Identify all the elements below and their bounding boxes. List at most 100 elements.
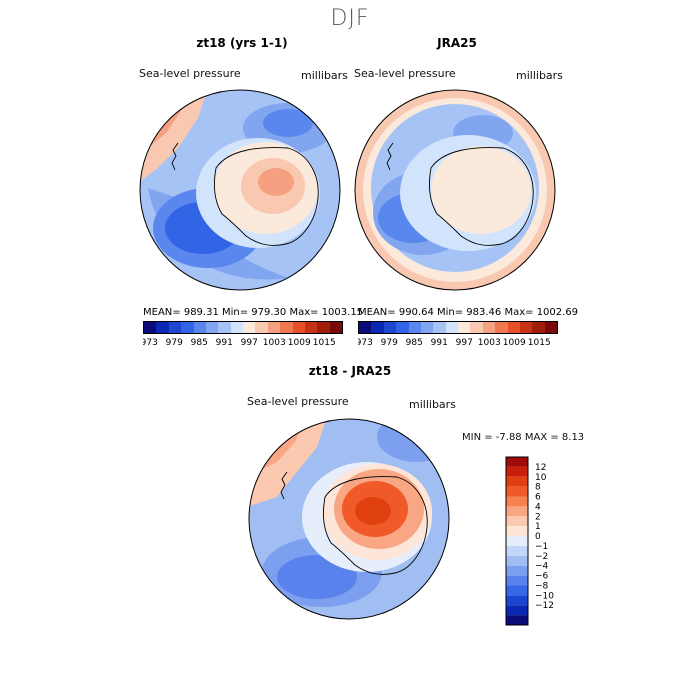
coastline-antarctica xyxy=(322,476,428,575)
colorbar-swatch xyxy=(506,536,528,546)
colorbar-swatch xyxy=(317,322,330,333)
colorbar-tick-label: 985 xyxy=(191,338,208,348)
colorbar-tick-label: −4 xyxy=(535,562,549,572)
map-model-slp xyxy=(139,89,341,291)
colorbar-swatch xyxy=(420,322,434,333)
colorbar-swatch xyxy=(383,322,397,333)
colorbar-swatch xyxy=(506,615,528,625)
colorbar-tick-label: 10 xyxy=(535,473,547,483)
panel-title-reanalysis: JRA25 xyxy=(437,36,477,50)
colorbar-tick-label: 2 xyxy=(535,512,541,522)
colorbar-swatch xyxy=(506,595,528,606)
colorbar-tick-label: −1 xyxy=(535,542,548,552)
colorbar-tick-labels: 973 979 985 991 997 1003 1009 1015 xyxy=(358,338,551,348)
colorbar-swatch xyxy=(506,466,528,477)
colorbar-swatch xyxy=(470,322,483,333)
colorbar-swatch xyxy=(506,575,528,586)
panel-title-difference: zt18 - JRA25 xyxy=(308,364,392,378)
colorbar-swatch xyxy=(408,322,421,333)
colorbar-tick-label: 1 xyxy=(535,522,541,532)
colorbar-tick-label: 1003 xyxy=(263,338,286,348)
colorbar-swatch xyxy=(230,322,243,333)
stats-model: MEAN= 989.31 Min= 979.30 Max= 1003.15 xyxy=(143,307,364,318)
map-border xyxy=(139,89,341,291)
colorbar-swatch xyxy=(458,322,471,333)
colorbar-swatch xyxy=(506,516,528,527)
map-fill-high-outer xyxy=(431,146,531,234)
colorbar-tick-label: −10 xyxy=(535,591,554,601)
colorbar-tick-label: 12 xyxy=(535,463,546,473)
colorbar-swatch xyxy=(359,322,372,333)
colorbar-swatch xyxy=(304,322,318,333)
map-reanalysis-slp xyxy=(354,89,556,291)
colorbar-swatch xyxy=(156,322,169,333)
colorbar-swatch xyxy=(544,322,557,333)
colorbar-swatch xyxy=(506,506,528,517)
map-fill-low-sw-core xyxy=(277,555,357,599)
colorbar-swatch xyxy=(506,605,528,616)
panel-field-label-model: Sea-level pressure xyxy=(139,67,241,80)
colorbar-tick-label: 8 xyxy=(535,483,541,493)
colorbar-swatch xyxy=(255,322,268,333)
colorbar-tick-label: 6 xyxy=(535,493,541,503)
coastline-antarctica xyxy=(213,147,319,246)
map-border xyxy=(248,418,450,620)
colorbar-swatch xyxy=(371,322,384,333)
colorbar-tick-label: 991 xyxy=(431,338,448,348)
colorbar-swatch xyxy=(433,322,446,333)
colorbar-tick-label: 1015 xyxy=(313,338,336,348)
colorbar-tick-label: 0 xyxy=(535,532,541,542)
panel-units-reanalysis: millibars xyxy=(516,69,563,82)
season-title: DJF xyxy=(330,6,370,31)
colorbar-swatch xyxy=(506,496,528,507)
colorbar-swatch xyxy=(280,322,293,333)
colorbar-tick-label: 973 xyxy=(358,338,373,348)
panel-field-label-difference: Sea-level pressure xyxy=(247,395,349,408)
colorbar-swatch xyxy=(267,322,281,333)
colorbar-tick-labels: 973 979 985 991 997 1003 1009 1015 xyxy=(143,338,336,348)
colorbar-swatch xyxy=(168,322,182,333)
colorbar-tick-label: 979 xyxy=(381,338,398,348)
colorbar-swatch xyxy=(506,486,528,497)
diff-min-max: MIN = -7.88 MAX = 8.13 xyxy=(462,432,585,443)
colorbar-swatch xyxy=(396,322,409,333)
colorbar-swatch xyxy=(445,322,458,333)
map-border xyxy=(354,89,556,291)
colorbar-swatch xyxy=(506,555,528,566)
colorbar-swatch xyxy=(205,322,219,333)
coastline-antarctica xyxy=(428,147,534,246)
colorbar-swatches xyxy=(358,321,558,334)
colorbar-tick-label: −12 xyxy=(535,601,554,611)
colorbar-swatch xyxy=(482,322,496,333)
colorbar-tick-label: 4 xyxy=(535,502,541,512)
map-fill-low-ne-core xyxy=(263,109,313,137)
colorbar-model: 973 979 985 991 997 1003 1009 1015 xyxy=(143,321,343,348)
colorbar-tick-label: 985 xyxy=(406,338,423,348)
colorbar-swatch xyxy=(329,322,342,333)
coastline-south-america xyxy=(280,471,288,500)
colorbar-swatch xyxy=(506,457,528,467)
colorbar-swatches xyxy=(143,321,343,334)
colorbar-swatch xyxy=(243,322,256,333)
colorbar-swatch xyxy=(193,322,206,333)
map-difference-slp xyxy=(248,418,450,620)
colorbar-tick-label: 997 xyxy=(456,338,473,348)
colorbar-swatch xyxy=(507,322,520,333)
stats-reanalysis: MEAN= 990.64 Min= 983.46 Max= 1002.69 xyxy=(358,307,579,318)
colorbar-tick-label: −8 xyxy=(535,581,549,591)
colorbar-tick-label: 979 xyxy=(166,338,183,348)
colorbar-tick-label: 997 xyxy=(241,338,258,348)
panel-units-difference: millibars xyxy=(409,398,456,411)
colorbar-swatch xyxy=(506,526,528,537)
colorbar-tick-label: 1009 xyxy=(503,338,526,348)
colorbar-swatch xyxy=(144,322,157,333)
colorbar-swatch xyxy=(218,322,231,333)
colorbar-tick-label: 1003 xyxy=(478,338,501,348)
colorbar-swatch xyxy=(506,476,528,487)
colorbar-tick-label: 991 xyxy=(216,338,233,348)
coastline-south-america xyxy=(386,142,394,171)
colorbar-tick-label: 1009 xyxy=(288,338,311,348)
colorbar-tick-label: −2 xyxy=(535,552,548,562)
colorbar-swatch xyxy=(532,322,545,333)
